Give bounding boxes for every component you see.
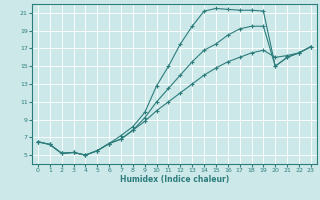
X-axis label: Humidex (Indice chaleur): Humidex (Indice chaleur)	[120, 175, 229, 184]
